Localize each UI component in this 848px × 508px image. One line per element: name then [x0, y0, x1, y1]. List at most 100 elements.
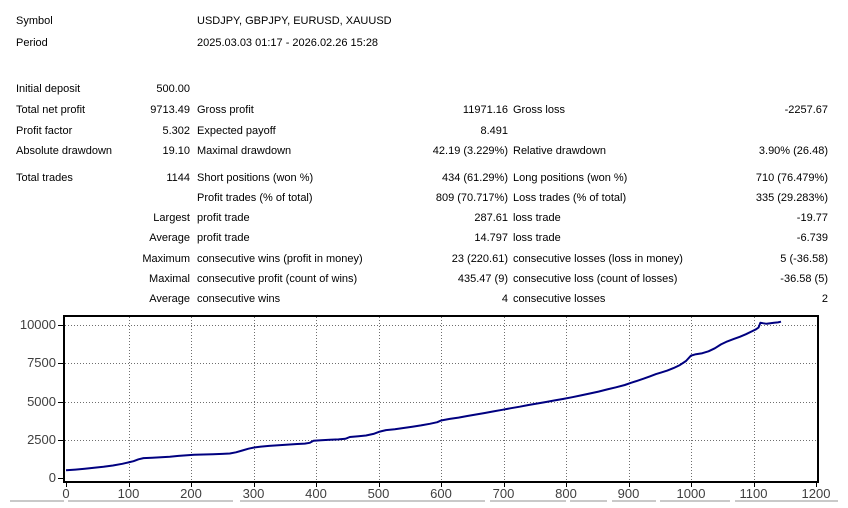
- stats-row: Maximal consecutive profit (count of wins…: [0, 272, 848, 287]
- stats-label: Initial deposit: [16, 83, 81, 95]
- stats-label: Gross profit: [197, 104, 254, 116]
- stats-value: Maximal: [149, 273, 190, 285]
- lots-bar-segment: [240, 500, 485, 502]
- y-axis-label: 0: [48, 470, 56, 485]
- x-axis-label: 500: [367, 486, 390, 501]
- stats-value: Largest: [153, 212, 190, 224]
- stats-value: Average: [149, 232, 190, 244]
- stats-value: 11971.16: [462, 104, 508, 116]
- symbol-row: Symbol USDJPY, GBPJPY, EURUSD, XAUUSD: [0, 14, 848, 29]
- stats-label: Relative drawdown: [513, 145, 606, 157]
- stats-label: Expected payoff: [197, 125, 276, 137]
- stats-row: Absolute drawdown 19.10 Maximal drawdown 42…: [0, 144, 848, 159]
- stats-label: consecutive profit (count of wins): [197, 273, 358, 285]
- stats-label: Total trades: [16, 172, 73, 184]
- stats-value: 1144: [166, 172, 190, 184]
- stats-label: Profit factor: [16, 125, 73, 137]
- y-tick: [58, 478, 63, 479]
- symbol-value: USDJPY, GBPJPY, EURUSD, XAUUSD: [197, 15, 392, 27]
- lots-bar-segment: [68, 500, 233, 502]
- period-label: Period: [16, 37, 48, 49]
- y-tick: [58, 402, 63, 403]
- stats-row: Total trades 1144 Short positions (won %) 4…: [0, 171, 848, 186]
- period-value: 2025.03.03 01:17 - 2026.02.26 15:28: [197, 37, 379, 49]
- stats-label: profit trade: [197, 232, 250, 244]
- stats-value: 710 (76.479%): [755, 172, 828, 184]
- stats-value: 435.47 (9): [457, 273, 508, 285]
- stats-value: Maximum: [142, 253, 190, 265]
- y-axis-label: 5000: [27, 393, 56, 409]
- x-tick: [441, 483, 442, 487]
- stats-value: -6.739: [796, 232, 828, 244]
- stats-row: Profit trades (% of total) 809 (70.717%) L…: [0, 191, 848, 206]
- x-axis-label: 0: [62, 486, 70, 501]
- lots-bar-segment: [10, 500, 64, 502]
- stats-value: 23 (220.61): [451, 253, 508, 265]
- stats-value: -36.58 (5): [780, 273, 828, 285]
- x-axis-label: 600: [430, 486, 452, 501]
- stats-row: Profit factor 5.302 Expected payoff 8.491: [0, 124, 848, 139]
- y-tick: [58, 325, 63, 326]
- x-axis-label: 1100: [739, 486, 768, 501]
- stats-row: Maximum consecutive wins (profit in money…: [0, 252, 848, 267]
- y-axis-label: 10000: [19, 317, 56, 332]
- stats-row: Largest profit trade 287.61 loss trade -19.7…: [0, 211, 848, 226]
- balance-line: [65, 320, 782, 472]
- chart-plot: [63, 315, 819, 483]
- stats-label: profit trade: [197, 212, 250, 224]
- y-tick: [58, 363, 63, 364]
- stats-value: 5.302: [162, 125, 190, 137]
- stats-value: Average: [149, 293, 190, 305]
- stats-label: consecutive wins (profit in money): [197, 253, 363, 265]
- x-axis-label: 200: [180, 486, 202, 501]
- x-tick: [254, 483, 255, 487]
- x-tick: [191, 483, 192, 487]
- stats-label: Gross loss: [513, 104, 565, 116]
- x-tick: [566, 483, 567, 487]
- y-tick: [58, 440, 63, 441]
- plot-border: [63, 315, 819, 483]
- x-axis-label: 100: [117, 486, 140, 501]
- x-tick: [816, 483, 817, 487]
- stats-row: Average profit trade 14.797 loss trade -6.73…: [0, 231, 848, 246]
- stats-label: Total net profit: [16, 104, 86, 116]
- stats-label: Short positions (won %): [197, 172, 314, 184]
- stats-value: 9713.49: [150, 104, 190, 116]
- stats-value: 500.00: [156, 83, 190, 95]
- balance-curve-svg: [63, 315, 819, 483]
- stats-label: loss trade: [513, 212, 561, 224]
- lots-bar-segment: [570, 500, 607, 502]
- x-tick: [691, 483, 692, 487]
- x-tick: [754, 483, 755, 487]
- lots-bar-segment: [660, 500, 730, 502]
- stats-value: 434 (61.29%): [441, 172, 508, 184]
- x-tick: [66, 483, 67, 487]
- stats-value: 8.491: [480, 125, 508, 137]
- stats-label: consecutive wins: [197, 293, 281, 305]
- x-axis-label: 900: [617, 486, 640, 501]
- stats-value: 19.10: [162, 145, 190, 157]
- y-axis-label: 7500: [27, 355, 56, 371]
- stats-value: 4: [501, 293, 508, 305]
- stats-row: Average consecutive wins 4 consecutive loss…: [0, 292, 848, 307]
- y-axis-label: 2500: [27, 431, 56, 447]
- stats-value: 335 (29.283%): [755, 192, 828, 204]
- stats-label: Long positions (won %): [513, 172, 628, 184]
- x-tick: [316, 483, 317, 487]
- x-tick: [629, 483, 630, 487]
- stats-label: consecutive losses: [513, 293, 606, 305]
- stats-label: Absolute drawdown: [16, 145, 113, 157]
- stats-value: 287.61: [474, 212, 508, 224]
- stats-value: 2: [821, 293, 828, 305]
- stats-value: 809 (70.717%): [435, 192, 508, 204]
- stats-value: -19.77: [796, 212, 828, 224]
- stats-value: 3.90% (26.48): [758, 145, 828, 157]
- stats-label: Loss trades (% of total): [513, 192, 627, 204]
- x-axis-label: 1200: [801, 486, 831, 501]
- x-tick: [504, 483, 505, 487]
- stats-value: 42.19 (3.229%): [432, 145, 508, 157]
- x-axis-label: 300: [242, 486, 265, 501]
- stats-label: Profit trades (% of total): [197, 192, 313, 204]
- x-axis-label: 1000: [676, 486, 706, 501]
- stats-value: 14.797: [474, 232, 508, 244]
